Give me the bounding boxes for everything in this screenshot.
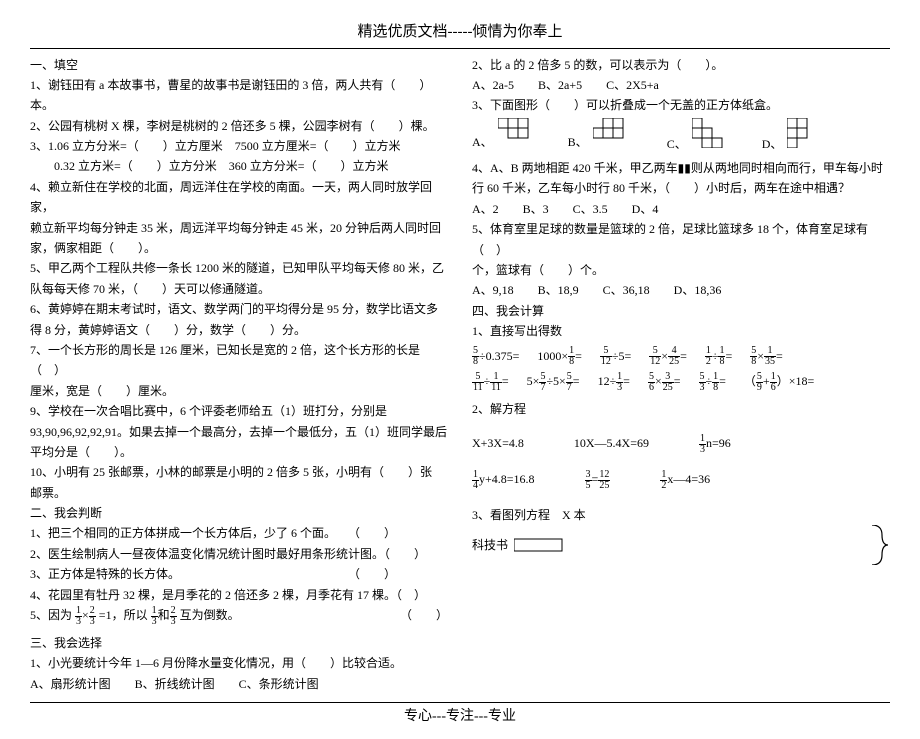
q5b: 队每每天修 70 米，（ ）天可以修通隧道。 (30, 279, 448, 299)
q9b: 邮票。 (30, 483, 448, 503)
net-c-label: C、 (667, 137, 687, 151)
q8b: 93,90,96,92,92,91。如果去掉一个最高分，去掉一个最低分，五（1）… (30, 422, 448, 442)
frac-2-3: 23 (89, 606, 96, 627)
q9a: 10、小明有 25 张邮票，小林的邮票是小明的 2 倍多 5 张，小明有（ ）张 (30, 462, 448, 482)
q4b: 赖立新平均每分钟走 35 米，周远洋平均每分钟走 45 米，20 分钟后两人同时… (30, 218, 448, 238)
q7a: 7、一个长方形的周长是 126 厘米，已知长是宽的 2 倍，这个长方形的长是（ … (30, 340, 448, 381)
rq2o: A、2a-5 B、2a+5 C、2X5+a (472, 75, 890, 95)
calc1-title: 1、直接写出得数 (472, 321, 890, 341)
eq-title: 2、解方程 (472, 399, 890, 419)
q7b: 厘米，宽是（ ）厘米。 (30, 381, 448, 401)
q3a: 3、1.06 立方分米=（ ）立方厘米 7500 立方厘米=（ ）立方米 (30, 136, 448, 156)
chart-q: 3、看图列方程 X 本 (472, 505, 890, 525)
net-d-label: D、 (762, 137, 783, 151)
bar-icon (514, 538, 564, 552)
frac-1-3: 13 (151, 606, 158, 627)
j2: 2、医生绘制病人一昼夜体温变化情况统计图时最好用条形统计图。（ ） (30, 544, 448, 564)
q6b: 得 8 分，黄婷婷语文（ ）分，数学（ ）分。 (30, 320, 448, 340)
rq5a: 5、体育室里足球的数量是篮球的 2 倍，足球比篮球多 18 个，体育室足球有（ … (472, 219, 890, 260)
j5d: （ ） (400, 605, 448, 625)
net-a-label: A、 (472, 135, 493, 149)
eq-row2: 14y+4.8=16.8 35=1225 12x—4=36 (472, 469, 890, 491)
section-fill-blank: 一、填空 (30, 55, 448, 75)
q1: 1、谢钰田有 a 本故事书，曹星的故事书是谢钰田的 3 倍，两人共有（ ）本。 (30, 75, 448, 116)
q8c: 平均分是（ ）。 (30, 442, 448, 462)
net-a-icon (498, 118, 538, 146)
chart-label: 科技书 (472, 535, 508, 555)
left-column: 一、填空 1、谢钰田有 a 本故事书，曹星的故事书是谢钰田的 3 倍，两人共有（… (30, 55, 448, 694)
section-choice: 三、我会选择 (30, 633, 448, 653)
q8a: 9、学校在一次合唱比赛中，6 个评委老师给五（1）班打分，分别是 (30, 401, 448, 421)
section-calc: 四、我会计算 (472, 301, 890, 321)
right-column: 2、比 a 的 2 倍多 5 的数，可以表示为（ ）。 A、2a-5 B、2a+… (472, 55, 890, 694)
net-b-icon (593, 118, 637, 146)
page-header: 精选优质文档-----倾情为你奉上 (30, 20, 890, 49)
page-footer: 专心---专注---专业 (30, 702, 890, 729)
rq5b: 个，篮球有（ ）个。 (472, 260, 890, 280)
chart-row: 科技书 (472, 525, 890, 565)
j5a: 5、因为 (30, 608, 72, 622)
j1: 1、把三个相同的正方体拼成一个长方体后，少了 6 个面。 （ ） (30, 523, 448, 543)
rq4b: 行 60 千米，乙车每小时行 80 千米，（ ）小时后，两车在途中相遇？ (472, 178, 890, 198)
frac-2-3b: 23 (170, 606, 177, 627)
frac-1-2-3: 13 (75, 606, 82, 627)
j5b: =1，所以 (99, 608, 148, 622)
q3b: 0.32 立方米=（ ）立方分米 360 立方分米=（ ）立方米 (30, 156, 448, 176)
j5c: 互为倒数。 (180, 608, 240, 622)
net-d-icon (787, 118, 821, 148)
q5a: 5、甲乙两个工程队共修一条长 1200 米的隧道，已知甲队平均每天修 80 米，… (30, 258, 448, 278)
c1o: A、扇形统计图 B、折线统计图 C、条形统计图 (30, 674, 448, 694)
eq-row1: X+3X=4.8 10X—5.4X=69 13n=96 (472, 433, 890, 455)
q4a: 4、赖立新住在学校的北面，周远洋住在学校的南面。一天，两人同时放学回家， (30, 177, 448, 218)
j4: 4、花园里有牡丹 32 棵，是月季花的 2 倍还多 2 棵，月季花有 17 棵。… (30, 585, 448, 605)
j3: 3、正方体是特殊的长方体。 （ ） (30, 564, 448, 584)
j5: 5、因为 13×23 =1，所以 13和23 互为倒数。 （ ） (30, 605, 448, 627)
calc-row2: 511÷111= 5×57÷5×57= 12÷13= 56×325= 53÷18… (472, 371, 890, 393)
calc-row1: 58÷0.375= 1000×18= 512÷5= 512×425= 12÷18… (472, 346, 890, 368)
q6a: 6、黄婷婷在期末考试时，语文、数学两门的平均得分是 95 分，数学比语文多 (30, 299, 448, 319)
content-columns: 一、填空 1、谢钰田有 a 本故事书，曹星的故事书是谢钰田的 3 倍，两人共有（… (30, 55, 890, 694)
brace-icon (870, 525, 890, 565)
net-c-icon (692, 118, 732, 148)
c1: 1、小光要统计今年 1—6 月份降水量变化情况，用（ ）比较合适。 (30, 653, 448, 673)
rq4a: 4、A、B 两地相距 420 千米，甲乙两车▮▮则从两地同时相向而行，甲车每小时 (472, 158, 890, 178)
section-judge: 二、我会判断 (30, 503, 448, 523)
rq5o: A、9,18 B、18,9 C、36,18 D、18,36 (472, 280, 890, 300)
rq3: 3、下面图形（ ）可以折叠成一个无盖的正方体纸盒。 (472, 95, 890, 115)
q2: 2、公园有桃树 X 棵，李树是桃树的 2 倍还多 5 棵，公园李树有（ ）棵。 (30, 116, 448, 136)
cube-nets: A、 B、 C、 D、 (472, 118, 821, 154)
net-b-label: B、 (568, 135, 588, 149)
rq4o: A、2 B、3 C、3.5 D、4 (472, 199, 890, 219)
rq2: 2、比 a 的 2 倍多 5 的数，可以表示为（ ）。 (472, 55, 890, 75)
q4c: 家，俩家相距（ ）。 (30, 238, 448, 258)
